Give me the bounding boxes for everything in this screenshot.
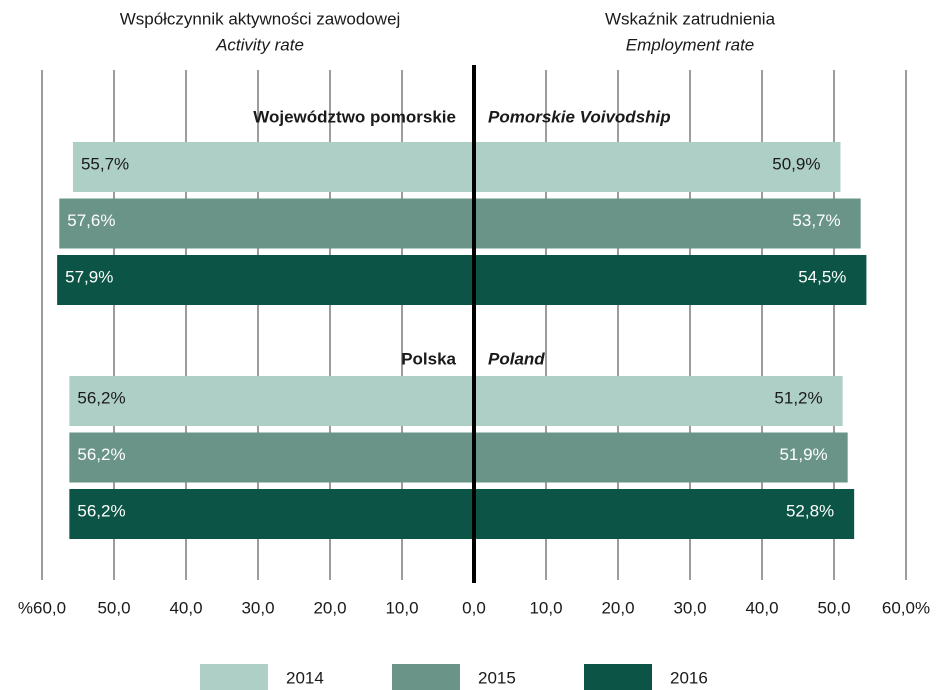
group-label: Pomorskie Voivodship <box>488 107 671 126</box>
bar <box>474 376 843 426</box>
legend-swatch <box>392 664 460 690</box>
value-label: 50,9% <box>772 154 820 173</box>
x-tick-label: 50,0 <box>817 598 850 617</box>
x-tick-label: 40,0 <box>745 598 778 617</box>
x-tick-label: 10,0 <box>529 598 562 617</box>
group-label: Polska <box>401 349 456 368</box>
bar <box>72 142 475 192</box>
bar <box>474 142 841 192</box>
group-label: Województwo pomorskie <box>253 107 456 126</box>
value-label: 57,9% <box>65 267 113 286</box>
x-tick-label: 30,0 <box>673 598 706 617</box>
legend-swatch <box>584 664 652 690</box>
bar <box>69 432 475 483</box>
value-label: 54,5% <box>798 267 846 286</box>
x-tick-label: 60,0% <box>882 598 930 617</box>
bar <box>474 489 855 539</box>
legend-swatch <box>200 664 268 690</box>
legend-label: 2014 <box>286 668 324 687</box>
x-tick-label: 20,0 <box>601 598 634 617</box>
x-tick-label: %60,0 <box>18 598 66 617</box>
value-label: 51,2% <box>774 388 822 407</box>
x-tick-label: 40,0 <box>169 598 202 617</box>
legend-label: 2015 <box>478 668 516 687</box>
value-label: 57,6% <box>67 211 115 230</box>
value-label: 52,8% <box>786 501 834 520</box>
value-label: 56,2% <box>77 388 125 407</box>
value-label: 53,7% <box>792 211 840 230</box>
bar <box>69 489 475 539</box>
value-label: 51,9% <box>779 445 827 464</box>
right-subtitle: Employment rate <box>626 35 755 54</box>
group-label: Poland <box>488 349 545 368</box>
x-tick-label: 10,0 <box>385 598 418 617</box>
bar <box>474 198 861 249</box>
x-tick-label: 0,0 <box>462 598 486 617</box>
legend-label: 2016 <box>670 668 708 687</box>
value-label: 56,2% <box>77 501 125 520</box>
value-label: 55,7% <box>81 154 129 173</box>
x-tick-label: 30,0 <box>241 598 274 617</box>
right-title: Wskaźnik zatrudnienia <box>605 9 776 28</box>
bar <box>69 376 475 426</box>
value-label: 56,2% <box>77 445 125 464</box>
left-title: Współczynnik aktywności zawodowej <box>120 9 401 28</box>
left-subtitle: Activity rate <box>215 35 304 54</box>
bar <box>474 255 867 305</box>
bar <box>59 198 474 249</box>
bar <box>474 432 848 483</box>
x-tick-label: 20,0 <box>313 598 346 617</box>
bar <box>57 255 475 305</box>
x-tick-label: 50,0 <box>97 598 130 617</box>
